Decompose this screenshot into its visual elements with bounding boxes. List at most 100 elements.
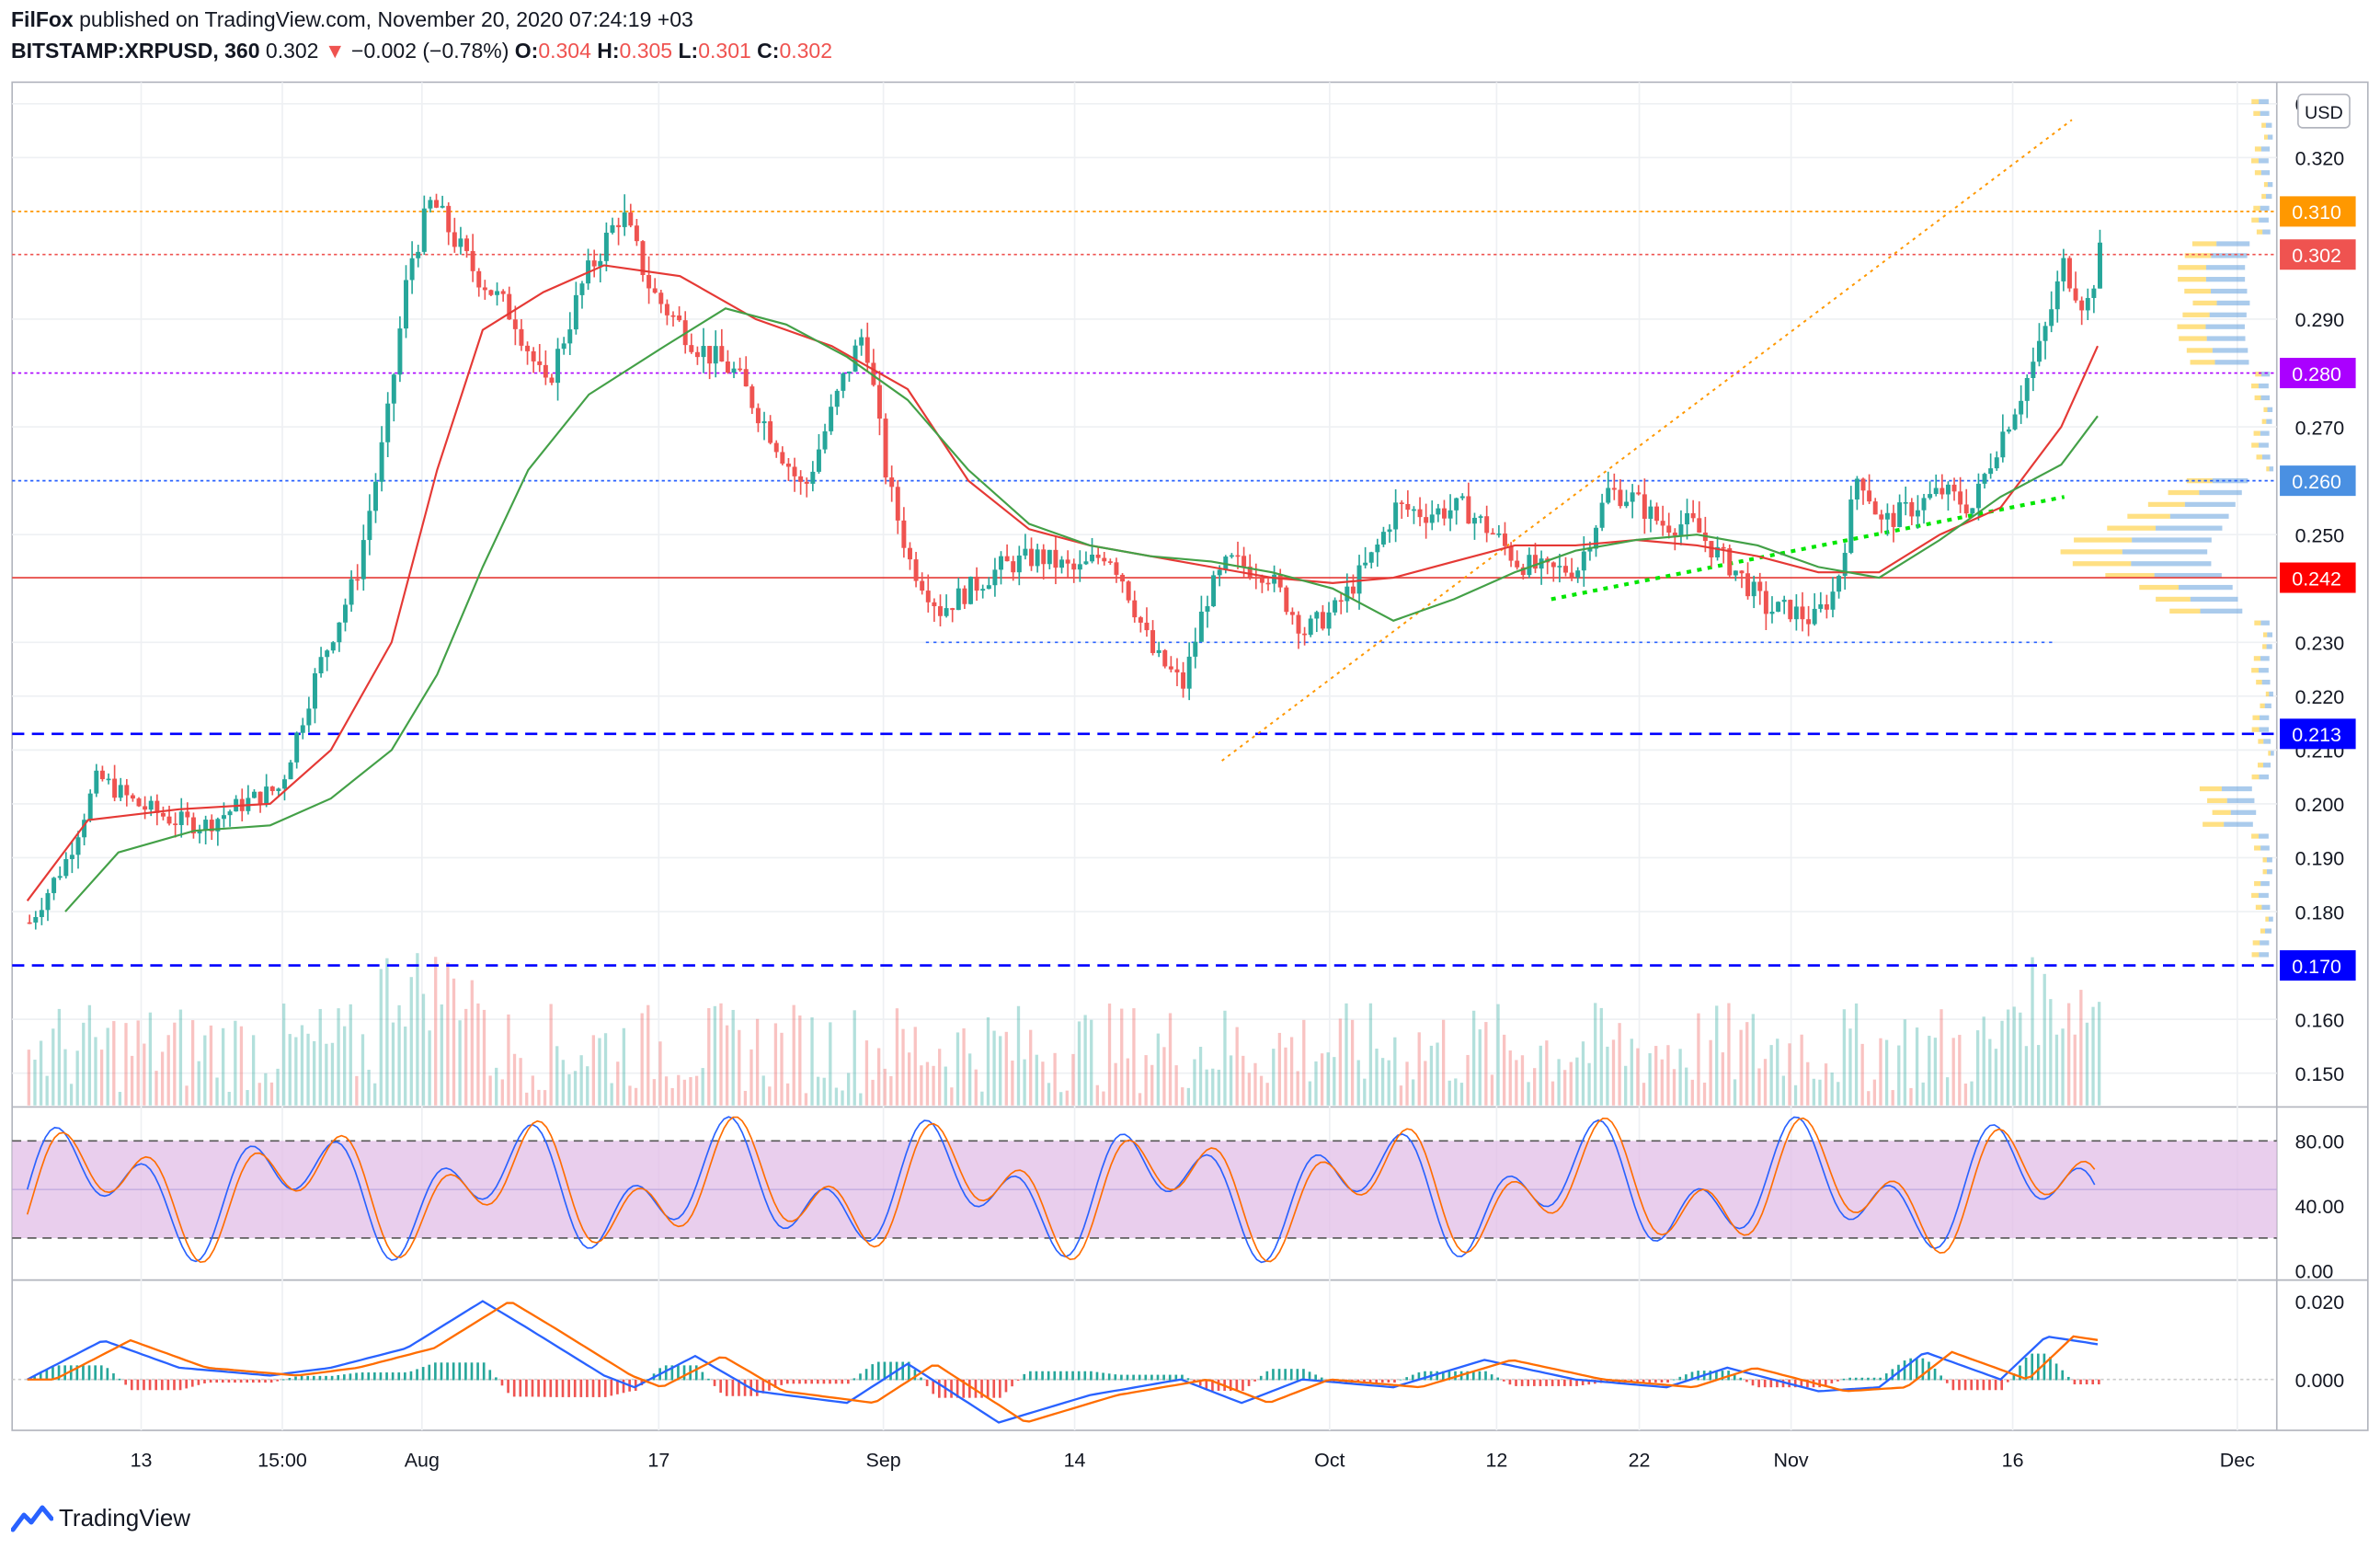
candle-body [318,657,324,674]
candle-body [294,732,300,763]
macd-tick-label: 0.000 [2295,1370,2345,1392]
stoch-tick-label: 0.00 [2295,1260,2334,1282]
macd-histogram-bar [1642,1379,1645,1383]
macd-histogram-bar [1520,1379,1524,1386]
volume-profile-bar [2203,821,2225,827]
candle-body [925,591,931,602]
volume-profile-bar [2251,158,2259,164]
volume-bar [118,1092,122,1106]
volume-bar [209,1025,213,1106]
volume-bar [2049,999,2053,1106]
volume-bar [1763,1059,1768,1106]
macd-histogram-bar [1272,1369,1275,1381]
tradingview-logo[interactable]: TradingView [11,1499,190,1536]
macd-histogram-bar [1933,1368,1937,1381]
macd-histogram-bar [2054,1363,2058,1381]
volume-bar [1599,1007,1603,1106]
candle-body [264,786,269,806]
candle-body [773,442,779,453]
volume-bar [573,1071,578,1106]
volume-bar [2054,1034,2059,1106]
volume-bar [1150,1064,1154,1106]
candle-body [640,241,646,276]
macd-histogram-bar [1107,1373,1111,1381]
volume-bar [1441,1019,1446,1106]
volume-bar [154,1071,158,1106]
macd-signal-line [27,1302,2099,1423]
volume-profile-bar [2261,122,2266,128]
macd-histogram-bar [1636,1379,1639,1383]
candle-body [57,876,63,878]
volume-bar [1168,1013,1173,1106]
volume-bar [1095,1084,1099,1106]
macd-histogram-bar [731,1379,735,1396]
volume-bar [938,1049,942,1106]
macd-histogram-bar [598,1379,601,1397]
volume-bar [2098,1002,2101,1106]
candle-body [178,811,184,825]
volume-bar [992,1030,996,1106]
macd-histogram-bar [1205,1379,1208,1390]
volume-profile-bar [2251,442,2260,448]
candle-body [525,345,531,351]
candle-body [738,368,743,371]
candle-body [1842,553,1848,577]
volume-bar [1102,1091,1105,1106]
volume-bar [1958,1035,1962,1106]
volume-profile-bar [2251,892,2259,899]
volume-bar [203,1035,207,1106]
macd-histogram-bar [355,1372,358,1381]
volume-bar [670,1087,674,1106]
macd-histogram-bar [1830,1379,1834,1383]
candle-body [1478,516,1483,518]
volume-profile-bar [2139,584,2179,591]
price-label-bg [2280,358,2356,389]
macd-histogram-bar [573,1379,577,1397]
candle-body [1235,555,1241,557]
volume-profile-bar [2253,656,2260,661]
macd-histogram-bar [974,1379,978,1398]
volume-bar [124,1023,128,1106]
candle-body [755,407,761,424]
author-name[interactable]: FilFox [11,7,74,31]
volume-profile-bar [2263,407,2268,412]
macd-histogram-bar [2098,1379,2100,1385]
volume-bar [281,1004,286,1106]
candle-body [166,816,172,824]
volume-bar [986,1016,990,1106]
candle-body [1181,672,1186,689]
volume-bar [816,1076,820,1106]
volume-profile-bar [2259,952,2270,958]
candle-body [1186,656,1192,689]
macd-histogram-bar [829,1379,831,1384]
macd-histogram-bar [1569,1379,1573,1386]
candle-body [798,476,804,482]
candle-body [1424,517,1429,523]
candle-body [1441,508,1447,519]
volume-profile-bar [2168,489,2200,496]
volume-bar [69,1084,74,1106]
macd-histogram-bar [470,1362,474,1381]
candle-body [288,762,293,780]
macd-histogram-bar [197,1379,200,1385]
volume-profile-bar [2184,501,2236,508]
volume-bar [646,1004,650,1106]
macd-histogram-bar [63,1365,66,1381]
candle-body [561,343,566,350]
macd-histogram-bar [318,1375,322,1381]
volume-bar [1915,1027,1919,1106]
volume-profile-bar [2259,442,2269,448]
symbol-label[interactable]: BITSTAMP:XRPUSD, 360 [11,39,260,63]
volume-bar [1757,1068,1761,1106]
volume-bar [555,1046,559,1106]
candle-body [75,837,81,855]
macd-histogram-bar [234,1379,236,1383]
volume-profile-bar [2211,253,2248,258]
volume-bar [227,1091,231,1106]
last-price: 0.302 [265,39,319,63]
volume-bar [1545,1040,1549,1106]
macd-histogram-bar [980,1379,983,1398]
candle-body [646,275,652,289]
volume-bar [488,1075,492,1106]
